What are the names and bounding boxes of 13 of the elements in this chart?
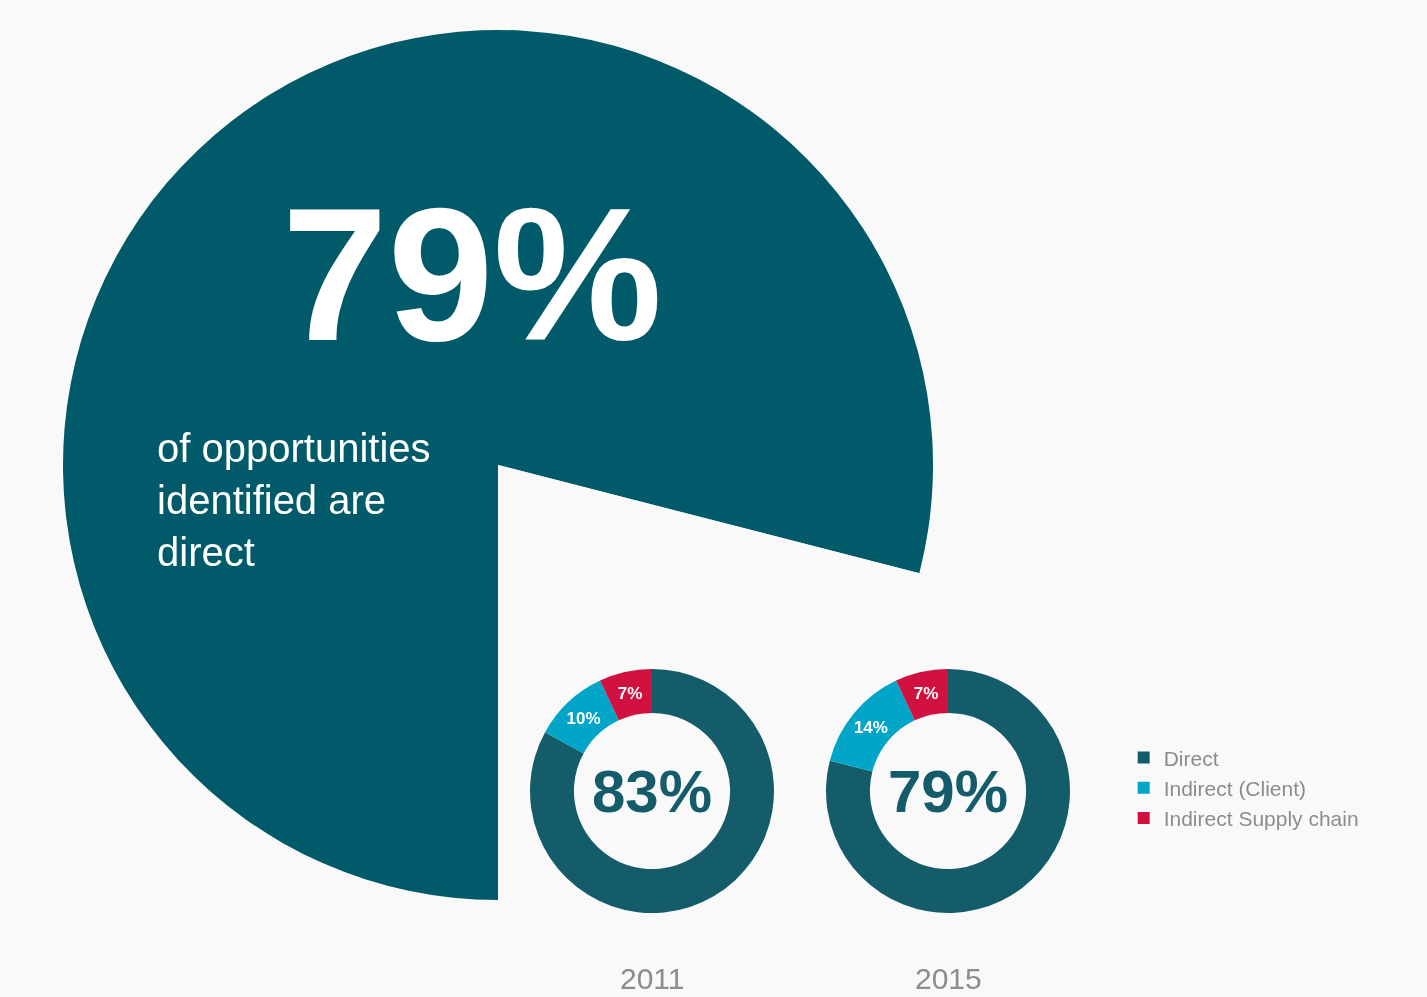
text: 83% [592,758,713,825]
data-label: 14% [853,717,888,737]
legend-label: Direct [1163,746,1219,770]
data-label: 10% [566,708,601,728]
legend-label: Indirect Supply chain [1163,807,1359,831]
data-label: 7% [913,683,939,703]
text: of opportunities identified are direct [157,426,431,574]
text: 79% [888,758,1009,825]
data-label: 7% [617,683,643,703]
text: 2011 [620,962,685,995]
text: 79% [282,168,663,380]
legend-label: Indirect (Client) [1163,776,1307,800]
text: 2015 [915,962,982,995]
